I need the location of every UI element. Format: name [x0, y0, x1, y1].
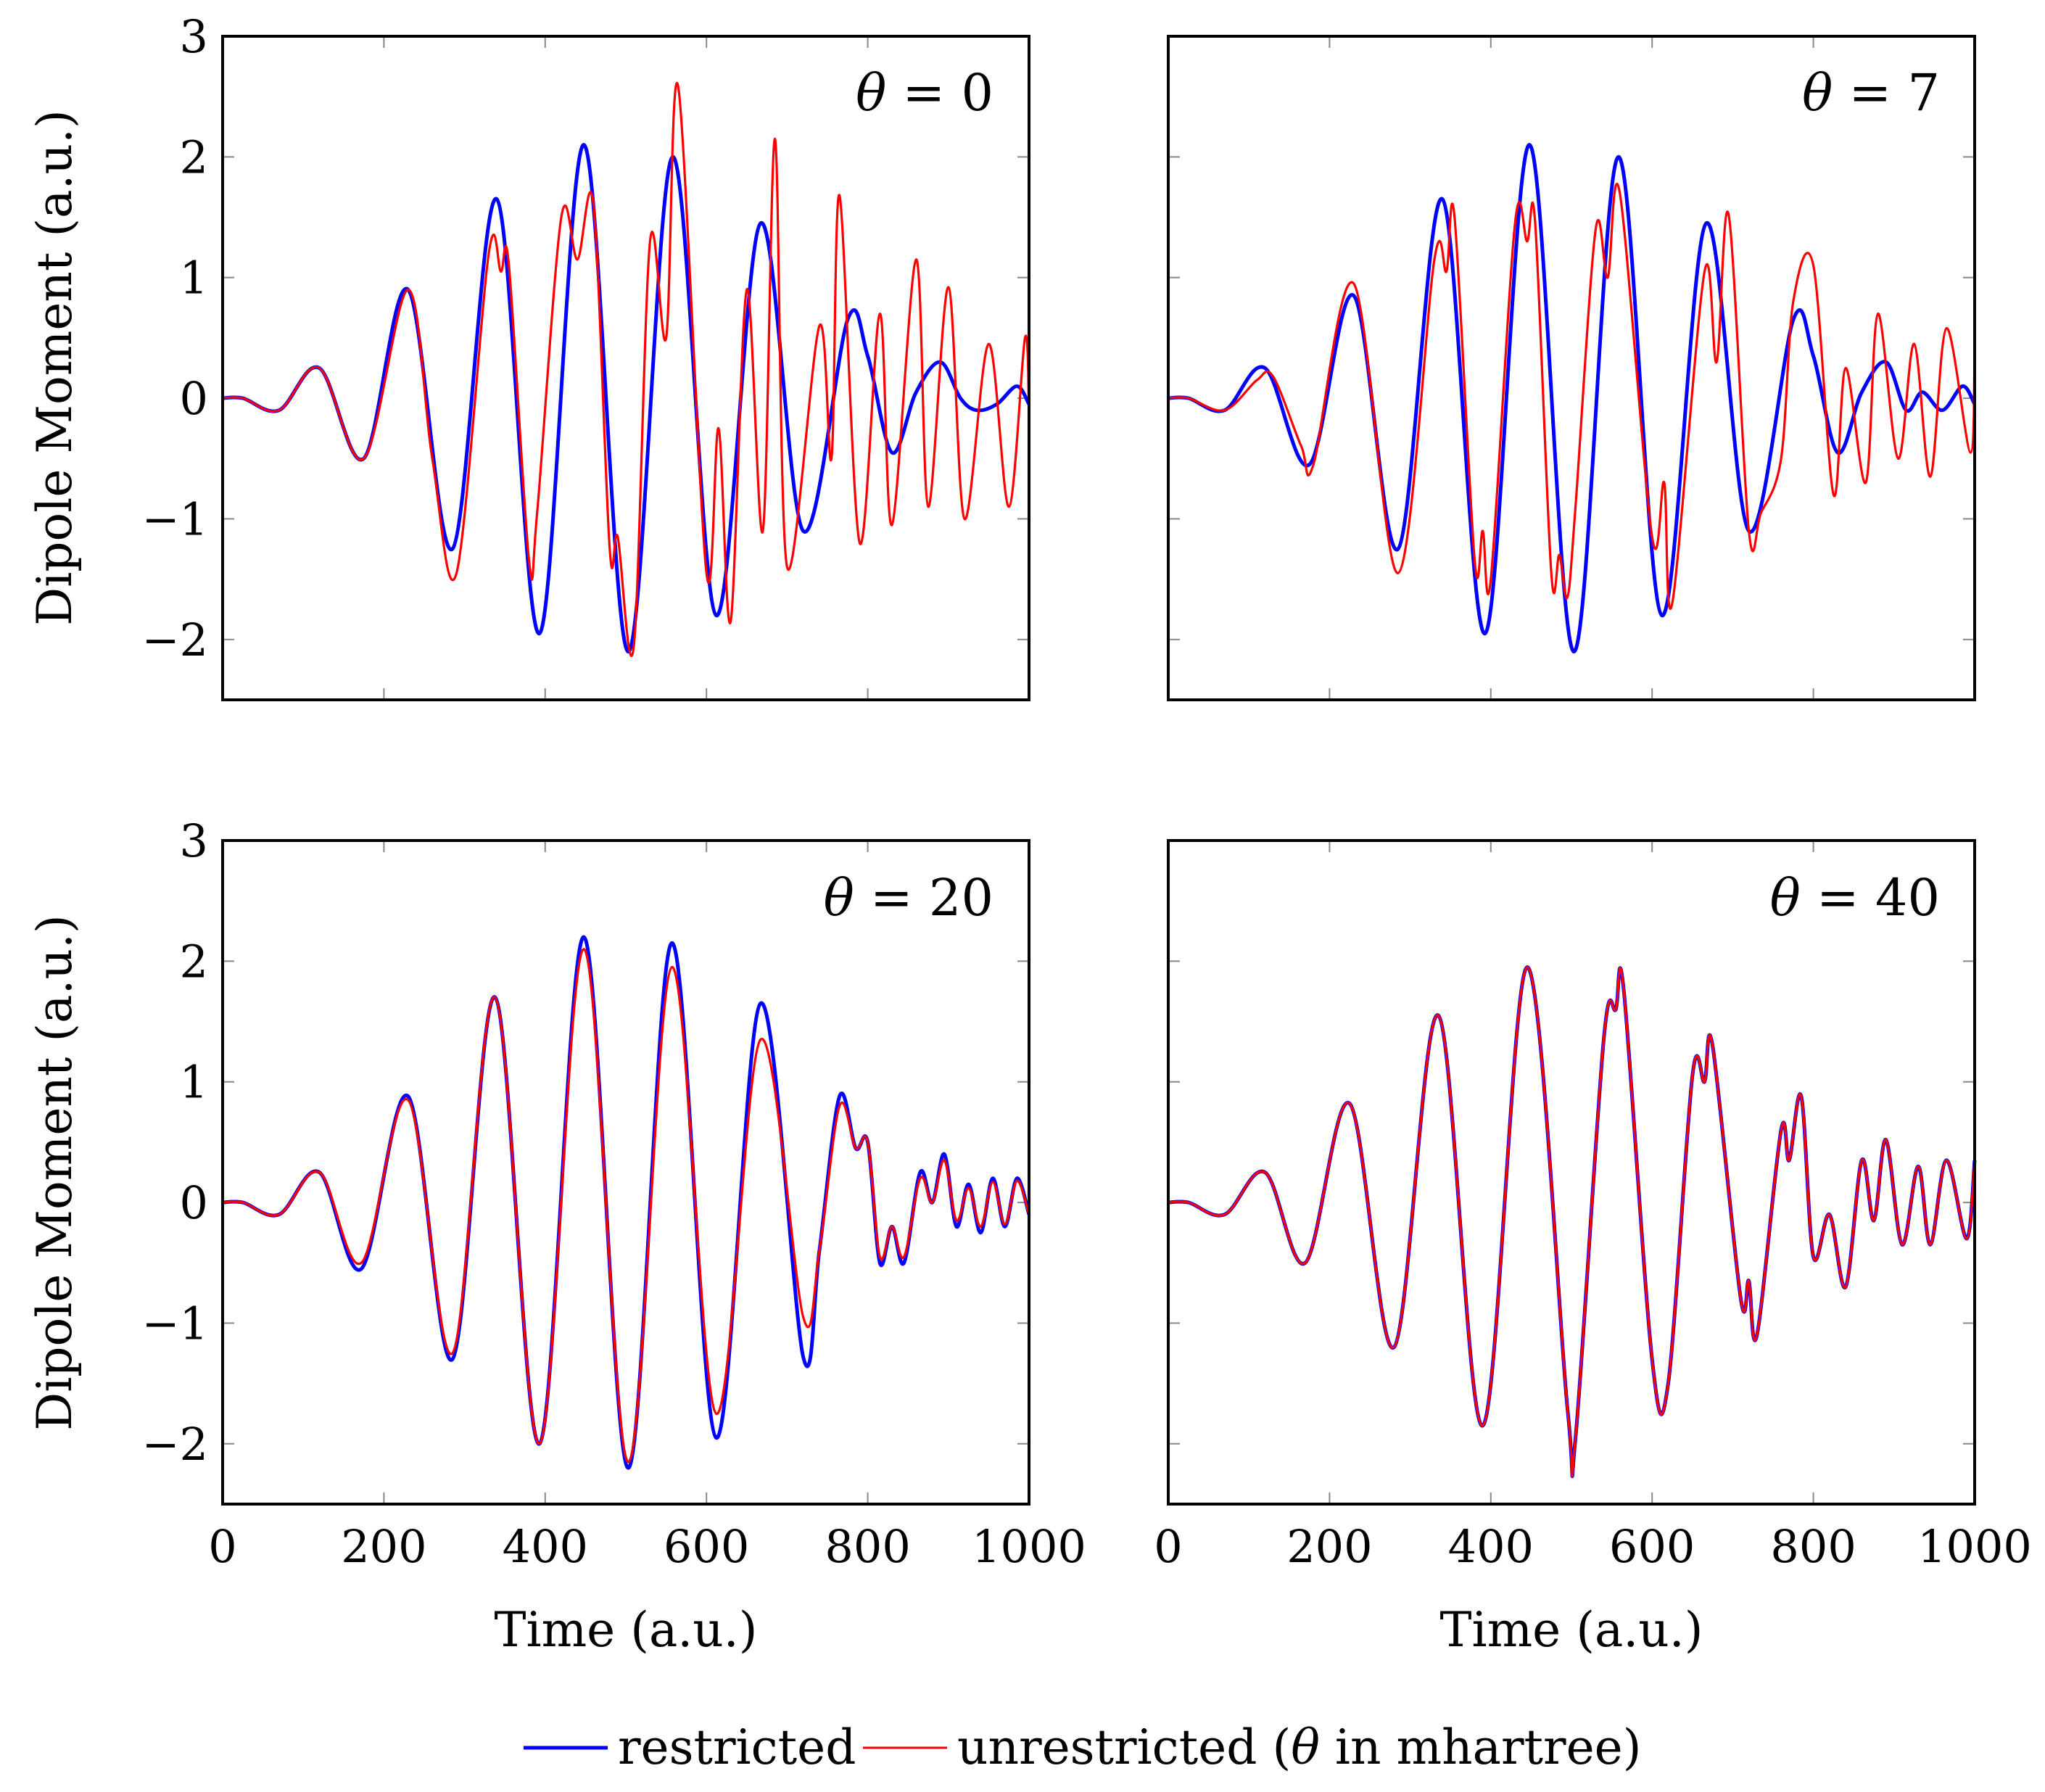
x-tick-label: 0: [1154, 1520, 1182, 1573]
theta-value: = 7: [1849, 63, 1940, 123]
xtick-labels: 0 200 400 600 800 1000: [208, 1520, 1086, 1573]
panel-theta-40: θ = 40 0 200 400 600 800 1000 Time (a.u.): [1154, 839, 2032, 1658]
panel-label: θ = 40: [1770, 868, 1940, 928]
panel-ticks: [222, 840, 1030, 1504]
x-tick-label: 600: [1609, 1520, 1695, 1573]
panel-ticks: [1168, 36, 1975, 700]
legend-unrestricted-prefix: (: [1272, 1719, 1291, 1775]
xtick-labels: 0 200 400 600 800 1000: [1154, 1520, 2032, 1573]
panel-label: θ = 0: [856, 63, 993, 123]
x-tick-label: 400: [503, 1520, 588, 1573]
legend-label-restricted: restricted: [618, 1719, 856, 1775]
y-tick-label: 3: [180, 10, 208, 63]
y-tick-label: 0: [180, 372, 208, 425]
panel-frame: [221, 839, 1030, 1506]
series-line-unrestricted: [222, 948, 1030, 1463]
theta-symbol: θ: [824, 868, 854, 928]
panel-theta-0: θ = 0 −2 −1 0 1 2 3 Dipole Moment (a.u.): [27, 10, 1031, 701]
x-tick-label: 0: [208, 1520, 236, 1573]
y-tick-label: −1: [142, 1297, 208, 1350]
legend-label-unrestricted: unrestricted (θ in mhartree): [957, 1719, 1641, 1775]
theta-value: = 0: [903, 63, 993, 123]
legend-unrestricted-theta: θ: [1291, 1719, 1320, 1775]
x-tick-label: 200: [1286, 1520, 1372, 1573]
y-tick-label: −2: [142, 1418, 208, 1471]
y-tick-label: 1: [180, 1056, 208, 1109]
x-tick-label: 600: [664, 1520, 749, 1573]
theta-value: = 40: [1817, 868, 1940, 928]
panel-label: θ = 20: [824, 868, 993, 928]
x-axis-title: Time (a.u.): [1439, 1602, 1703, 1658]
x-tick-label: 800: [1770, 1520, 1856, 1573]
series-line-unrestricted: [1168, 183, 1976, 611]
ytick-labels: −2 −1 0 1 2 3: [142, 814, 208, 1471]
series-line-unrestricted: [1168, 966, 1976, 1478]
panel-frame: [221, 35, 1030, 701]
legend-unrestricted-name: unrestricted: [957, 1719, 1257, 1775]
panel-ticks: [1168, 840, 1975, 1504]
panel-ticks: [222, 36, 1030, 700]
theta-symbol: θ: [856, 63, 886, 123]
y-tick-label: 2: [180, 935, 208, 988]
panel-theta-20: θ = 20 −2 −1 0 1 2 3 0 200 400 600 800 1000 Dipole…: [27, 814, 1086, 1658]
y-tick-label: 3: [180, 814, 208, 867]
y-tick-label: −2: [142, 614, 208, 666]
x-tick-label: 200: [341, 1520, 426, 1573]
y-tick-label: 2: [180, 131, 208, 183]
y-axis-title: Dipole Moment (a.u.): [27, 110, 83, 625]
y-tick-label: 0: [180, 1176, 208, 1229]
x-axis-title: Time (a.u.): [494, 1602, 757, 1658]
panel-series: [1168, 965, 1977, 1479]
panel-label: θ = 7: [1802, 63, 1940, 123]
theta-symbol: θ: [1770, 868, 1801, 928]
y-tick-label: −1: [142, 492, 208, 545]
x-tick-label: 400: [1448, 1520, 1534, 1573]
y-tick-label: 1: [180, 252, 208, 305]
x-tick-label: 800: [825, 1520, 910, 1573]
panel-frame: [1167, 35, 1976, 701]
x-tick-label: 1000: [972, 1520, 1086, 1573]
panel-theta-7: θ = 7: [1167, 35, 1977, 701]
y-axis-title: Dipole Moment (a.u.): [27, 914, 83, 1430]
panel-frame: [1167, 839, 1976, 1506]
panel-series: [222, 82, 1031, 657]
legend-unrestricted-suffix: in mhartree): [1320, 1719, 1642, 1775]
legend: restricted unrestricted (θ in mhartree): [524, 1719, 1641, 1775]
panel-series: [222, 935, 1031, 1470]
series-line-unrestricted: [222, 82, 1030, 657]
x-tick-label: 1000: [1917, 1520, 2032, 1573]
theta-value: = 20: [870, 868, 993, 928]
theta-symbol: θ: [1802, 63, 1833, 123]
panel-series: [1168, 143, 1977, 654]
series-line-restricted: [222, 935, 1031, 1470]
series-line-restricted: [222, 143, 1031, 654]
ytick-labels: −2 −1 0 1 2 3: [142, 10, 208, 666]
